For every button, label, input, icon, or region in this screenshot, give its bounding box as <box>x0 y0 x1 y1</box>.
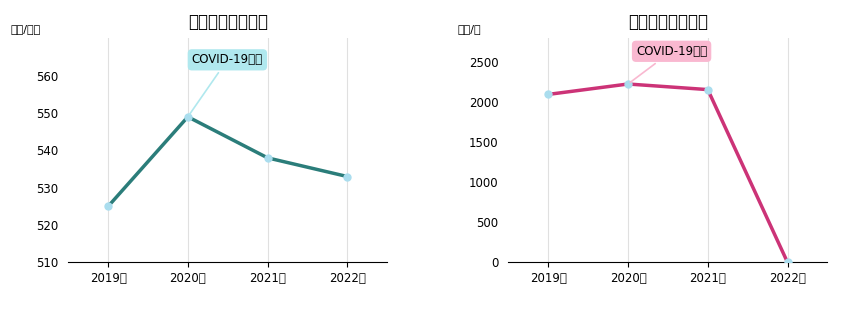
Text: 単位/万円: 単位/万円 <box>11 24 41 34</box>
Title: 新潟県の年収推移: 新潟県の年収推移 <box>187 13 268 31</box>
Title: 新潟県の時給推移: 新潟県の時給推移 <box>627 13 707 31</box>
Text: COVID-19流行: COVID-19流行 <box>630 45 706 82</box>
Text: COVID-19流行: COVID-19流行 <box>189 53 262 115</box>
Text: 単位/円: 単位/円 <box>457 24 481 34</box>
